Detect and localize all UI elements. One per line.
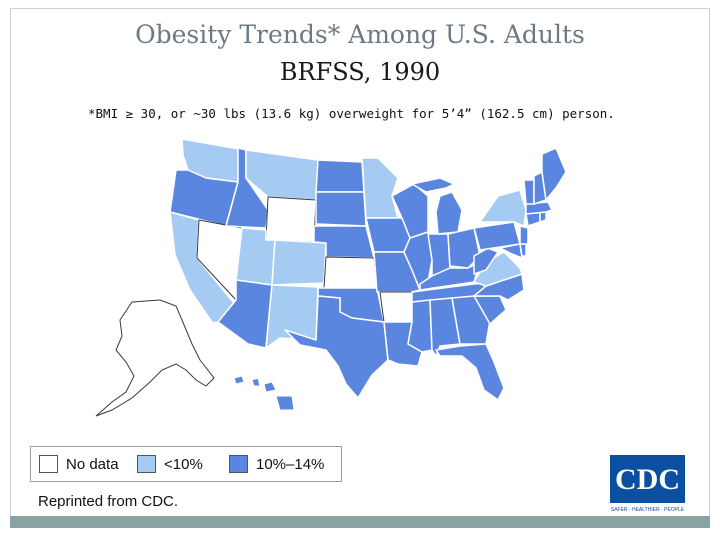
state-NY — [479, 189, 527, 227]
legend-swatch-no-data — [39, 455, 58, 473]
state-MN — [361, 157, 399, 219]
state-WY — [265, 196, 317, 243]
state-AR — [379, 291, 413, 323]
slide-title: Obesity Trends* Among U.S. Adults — [135, 20, 585, 49]
state-TX — [284, 295, 389, 399]
reprint-credit: Reprinted from CDC. — [38, 493, 179, 510]
cdc-logo: CDC SAFER · HEALTHIER · PEOPLE — [610, 455, 685, 513]
state-AZ — [217, 279, 273, 349]
cdc-logo-tagline: SAFER · HEALTHIER · PEOPLE — [611, 507, 685, 513]
state-MA — [525, 201, 553, 215]
legend-swatch-10-to-14 — [229, 455, 248, 473]
legend-label-no-data: No data — [66, 455, 119, 473]
legend-item-10-to-14: 10%–14% — [229, 455, 324, 473]
state-VT — [523, 179, 535, 205]
bmi-footnote: *BMI ≥ 30, or ~30 lbs (13.6 kg) overweig… — [88, 106, 615, 121]
map-legend: No data <10% 10%–14% — [30, 446, 342, 482]
state-ND — [315, 159, 365, 193]
state-KS — [323, 256, 378, 289]
state-ME — [541, 147, 567, 201]
slide-subtitle-year: BRFSS, 1990 — [279, 58, 441, 86]
legend-item-no-data: No data — [39, 455, 119, 473]
cdc-logo-text: CDC — [615, 463, 680, 496]
legend-swatch-under-10 — [137, 455, 156, 473]
legend-item-under-10: <10% — [137, 455, 203, 473]
state-SD — [315, 191, 367, 227]
state-HI — [233, 375, 295, 411]
state-NJ — [519, 225, 529, 245]
state-RI — [539, 211, 547, 223]
state-AK — [95, 299, 215, 417]
state-MS — [407, 299, 433, 353]
state-CO — [271, 239, 327, 286]
state-MD — [499, 243, 523, 259]
legend-label-under-10: <10% — [164, 455, 203, 473]
legend-label-10-to-14: 10%–14% — [256, 455, 325, 473]
state-FL — [435, 343, 505, 401]
bottom-accent-bar — [10, 516, 710, 528]
